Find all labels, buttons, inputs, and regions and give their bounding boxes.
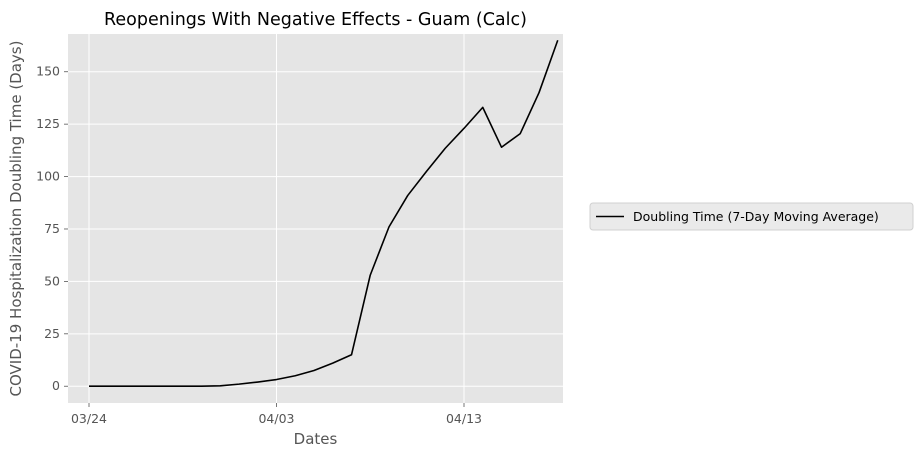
axis-ticks: 0 25 50 75 100 125 150 03/24 04/03 04/13 [36,64,482,426]
y-tick-label: 25 [44,326,60,341]
plot-area [68,34,563,403]
y-tick-label: 50 [44,273,60,288]
y-tick-label: 100 [36,169,60,184]
legend: Doubling Time (7-Day Moving Average) [589,202,914,231]
y-tick-label: 125 [36,116,60,131]
series-layer [89,40,559,388]
y-tick-label: 0 [52,378,60,393]
chart-title: Reopenings With Negative Effects - Guam … [104,10,527,30]
legend-label: Doubling Time (7-Day Moving Average) [633,209,879,224]
gridlines [68,34,563,403]
y-tick-label: 150 [36,64,60,79]
y-tick-label: 75 [44,221,60,236]
y-axis-label: COVID-19 Hospitalization Doubling Time (… [7,41,25,397]
x-tick-label: 04/13 [446,411,482,426]
series-line [89,40,559,388]
legend-box [589,202,914,231]
x-tick-label: 04/03 [258,411,294,426]
x-axis-label: Dates [294,430,338,448]
x-tick-label: 03/24 [71,411,107,426]
